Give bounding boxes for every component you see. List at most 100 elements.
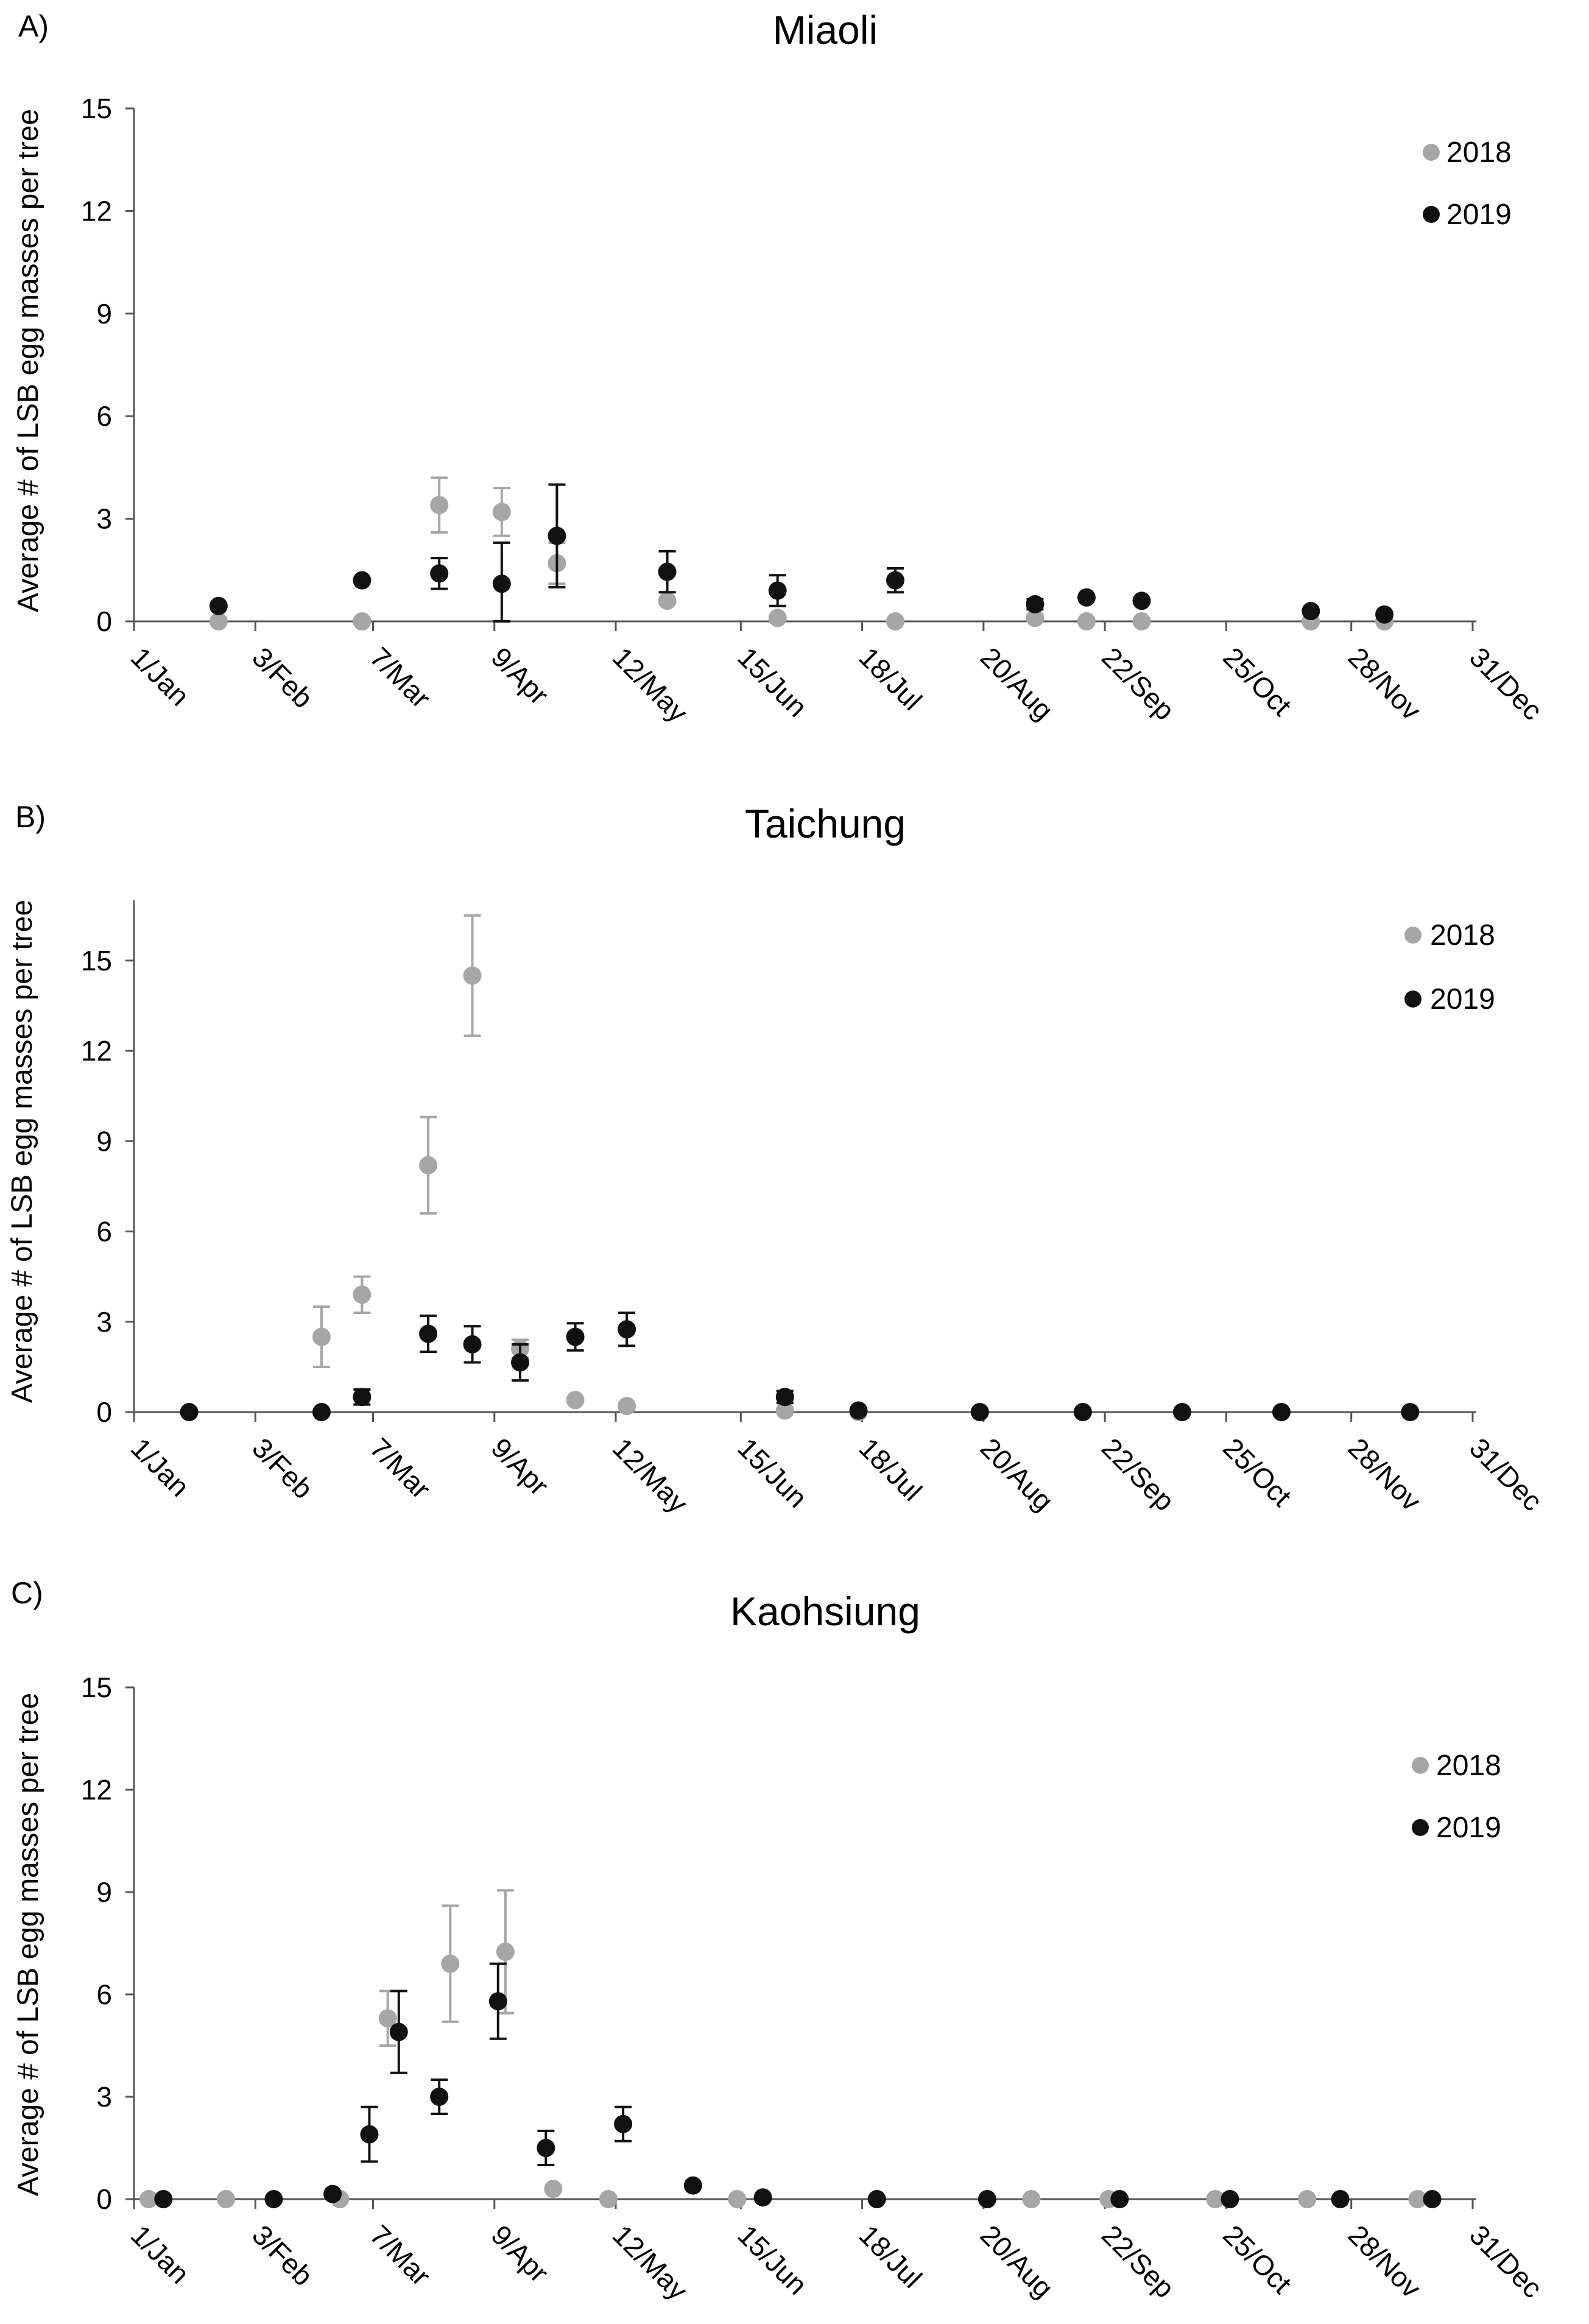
data-point-2018 bbox=[312, 1327, 331, 1346]
data-point-2019 bbox=[511, 1353, 530, 1372]
data-point-2019 bbox=[537, 2139, 555, 2157]
data-point-2019 bbox=[463, 1335, 482, 1354]
data-point-2018 bbox=[658, 592, 677, 610]
data-point-2018 bbox=[1022, 2190, 1041, 2208]
legend: 2018 2019 bbox=[1423, 136, 1512, 231]
data-point-2018 bbox=[1026, 609, 1045, 627]
data-point-2018 bbox=[886, 612, 904, 630]
y-tick-label: 6 bbox=[96, 1216, 112, 1248]
panel-label: A) bbox=[18, 9, 49, 43]
y-tick-label: 12 bbox=[81, 195, 112, 227]
data-point-2019 bbox=[353, 571, 372, 590]
y-tick-label: 9 bbox=[96, 1876, 112, 1908]
x-tick-label: 22/Sep bbox=[1096, 2219, 1181, 2304]
y-tick-label: 6 bbox=[96, 400, 112, 432]
x-tick-label: 3/Feb bbox=[246, 2219, 319, 2292]
legend-marker-2019 bbox=[1423, 206, 1440, 223]
data-point-2019 bbox=[419, 1324, 438, 1343]
data-point-2019 bbox=[658, 562, 677, 581]
data-point-2019 bbox=[548, 526, 566, 545]
data-point-2019 bbox=[970, 1403, 989, 1421]
data-point-2019 bbox=[1272, 1403, 1291, 1421]
legend-marker-2019 bbox=[1412, 1819, 1429, 1836]
legend-marker-2018 bbox=[1423, 144, 1440, 161]
data-point-2018 bbox=[728, 2190, 747, 2208]
x-tick-label: 1/Jan bbox=[125, 641, 196, 712]
x-tick-label: 12/May bbox=[607, 2219, 694, 2306]
y-tick-label: 9 bbox=[96, 298, 112, 330]
data-point-2019 bbox=[566, 1327, 585, 1346]
data-point-2019 bbox=[1423, 2190, 1442, 2208]
x-tick-label: 25/Oct bbox=[1217, 1432, 1298, 1513]
data-point-2018 bbox=[496, 1943, 515, 1961]
data-points bbox=[180, 914, 1420, 1421]
data-point-2019 bbox=[775, 1388, 794, 1407]
x-tick-label: 7/Mar bbox=[364, 1432, 437, 1505]
x-tick-label: 22/Sep bbox=[1096, 1432, 1181, 1517]
panel-taichung: B) Taichung Average # of LSB egg masses … bbox=[6, 800, 1549, 1519]
data-point-2018 bbox=[544, 2180, 563, 2199]
axes: 0 3 6 9 12 15 1/Jan 3/Feb 7/Mar 9/Apr 12/May 15/Jun… bbox=[81, 93, 1549, 729]
data-point-2018 bbox=[139, 2190, 158, 2208]
x-tick-label: 31/Dec bbox=[1464, 641, 1549, 726]
chart-title: Taichung bbox=[745, 801, 906, 846]
x-tick-label: 20/Aug bbox=[974, 1432, 1060, 1517]
axes: 0 3 6 9 12 15 1/Jan 3/Feb 7/Mar 9/Apr 12/May 15/Jun… bbox=[81, 900, 1549, 1519]
data-point-2019 bbox=[1110, 2190, 1129, 2208]
legend-label-2019: 2019 bbox=[1446, 199, 1512, 231]
data-point-2018 bbox=[463, 966, 482, 985]
data-point-2018 bbox=[430, 496, 449, 515]
x-tick-label: 9/Apr bbox=[485, 1432, 555, 1502]
data-point-2018 bbox=[599, 2190, 618, 2208]
data-point-2019 bbox=[312, 1403, 331, 1421]
legend-label-2018: 2018 bbox=[1446, 136, 1512, 169]
y-tick-label: 9 bbox=[96, 1125, 112, 1157]
y-tick-label: 15 bbox=[81, 1672, 112, 1703]
y-tick-label: 15 bbox=[81, 945, 112, 977]
y-tick-label: 12 bbox=[81, 1774, 112, 1806]
x-tick-label: 12/May bbox=[607, 641, 694, 728]
y-axis-label: Average # of LSB egg masses per tree bbox=[12, 1693, 44, 2196]
x-tick-label: 18/Jul bbox=[853, 641, 929, 716]
x-tick-label: 18/Jul bbox=[853, 2219, 929, 2294]
data-point-2019 bbox=[768, 581, 787, 600]
data-point-2019 bbox=[978, 2190, 996, 2208]
data-point-2019 bbox=[180, 1403, 199, 1421]
panel-label: B) bbox=[15, 800, 46, 834]
data-points bbox=[139, 1889, 1442, 2208]
x-tick-label: 12/May bbox=[607, 1432, 694, 1519]
data-points bbox=[209, 476, 1394, 630]
data-point-2019 bbox=[849, 1401, 868, 1420]
data-point-2018 bbox=[216, 2190, 235, 2208]
data-point-2019 bbox=[1073, 1403, 1092, 1421]
data-point-2019 bbox=[154, 2190, 173, 2208]
data-point-2019 bbox=[430, 564, 449, 583]
chart-title: Miaoli bbox=[773, 7, 878, 52]
x-tick-label: 9/Apr bbox=[485, 641, 555, 711]
legend-label-2018: 2018 bbox=[1430, 919, 1495, 952]
x-tick-label: 3/Feb bbox=[246, 641, 319, 714]
panel-kaohsiung: C) Kaohsiung Average # of LSB egg masses… bbox=[11, 1576, 1549, 2306]
y-tick-label: 3 bbox=[96, 2081, 112, 2113]
legend: 2018 2019 bbox=[1412, 1750, 1501, 1844]
x-tick-label: 9/Apr bbox=[485, 2219, 555, 2289]
data-point-2018 bbox=[209, 612, 228, 630]
legend-marker-2019 bbox=[1404, 991, 1422, 1008]
data-point-2018 bbox=[775, 1401, 794, 1420]
y-tick-label: 6 bbox=[96, 1979, 112, 2010]
y-axis-label: Average # of LSB egg masses per tree bbox=[6, 900, 38, 1403]
x-tick-label: 25/Oct bbox=[1217, 2219, 1298, 2300]
x-tick-label: 1/Jan bbox=[125, 2219, 196, 2289]
data-point-2019 bbox=[683, 2176, 702, 2195]
data-point-2019 bbox=[1132, 592, 1151, 610]
data-point-2019 bbox=[492, 574, 511, 593]
x-tick-label: 15/Jun bbox=[731, 641, 813, 722]
data-point-2019 bbox=[1077, 588, 1096, 607]
chart-title: Kaohsiung bbox=[730, 1589, 920, 1634]
data-point-2019 bbox=[389, 2022, 408, 2041]
data-point-2019 bbox=[353, 1388, 372, 1407]
data-point-2018 bbox=[1206, 2190, 1225, 2208]
data-point-2019 bbox=[360, 2125, 379, 2144]
data-point-2018 bbox=[1408, 2190, 1427, 2208]
